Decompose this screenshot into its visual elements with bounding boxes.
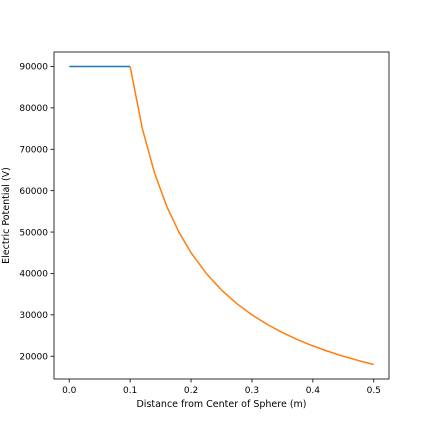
plot-layer (69, 65, 374, 366)
y-tick-label: 40000 (19, 270, 48, 280)
series-line-2 (129, 66, 374, 366)
y-tick-label: 60000 (19, 187, 48, 197)
y-tick-label: 90000 (19, 63, 48, 73)
x-tick-label: 0.1 (123, 386, 137, 396)
x-tick-label: 0.4 (306, 386, 321, 396)
y-tick-label: 80000 (19, 104, 48, 114)
y-axis-label: Electric Potential (V) (1, 167, 12, 264)
x-tick-label: 0.3 (245, 386, 259, 396)
x-tick-label: 0.2 (184, 386, 198, 396)
x-tick-label: 0.5 (367, 386, 381, 396)
ticks-layer: 0.0 0.1 0.2 0.3 0.4 0.5 20000 30000 40000 50000 60… (19, 63, 381, 396)
plot-frame (53, 51, 390, 380)
y-tick-label: 30000 (19, 311, 48, 321)
y-tick-label: 50000 (19, 228, 48, 238)
x-axis-label: Distance from Center of Sphere (m) (136, 399, 306, 410)
x-tick-label: 0.0 (62, 386, 77, 396)
y-tick-label: 20000 (19, 352, 48, 362)
y-tick-label: 70000 (19, 145, 48, 155)
